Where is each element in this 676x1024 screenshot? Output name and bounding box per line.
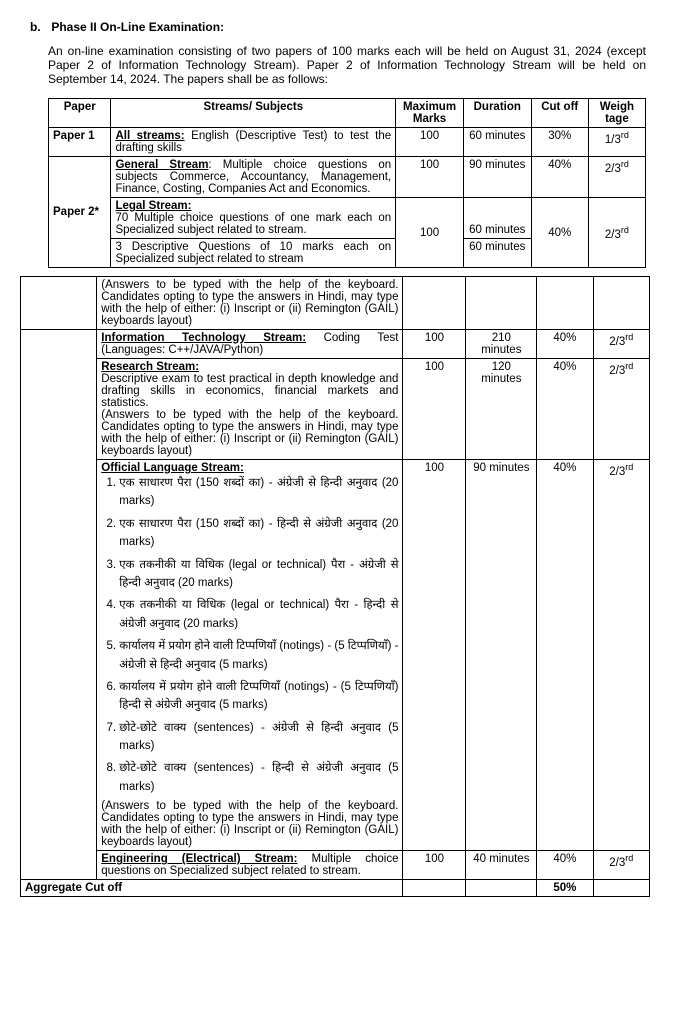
- legal-stream-1: Legal Stream: 70 Multiple choice questio…: [111, 198, 396, 239]
- table-row: Official Language Stream: एक साधारण पैरा…: [21, 460, 650, 851]
- legal-stream-2: 3 Descriptive Questions of 10 marks each…: [111, 239, 396, 268]
- official-language-stream: Official Language Stream: एक साधारण पैरा…: [97, 460, 403, 851]
- list-item: कार्यालय में प्रयोग होने वाली टिप्पणियाँ…: [119, 637, 398, 674]
- list-item: एक तकनीकी या विधिक (legal or technical) …: [119, 596, 398, 633]
- list-item: एक साधारण पैरा (150 शब्दों का) - हिन्दी …: [119, 515, 398, 552]
- table-row: Information Technology Stream: Coding Te…: [21, 330, 650, 359]
- paper2-label: Paper 2*: [49, 157, 111, 268]
- table-row: Paper 1 All streams: English (Descriptiv…: [49, 128, 646, 157]
- general-stream: General Stream: Multiple choice question…: [111, 157, 396, 198]
- exam-table-2: (Answers to be typed with the help of th…: [20, 276, 650, 897]
- table-row: Legal Stream: 70 Multiple choice questio…: [49, 198, 646, 239]
- table-row: (Answers to be typed with the help of th…: [21, 277, 650, 330]
- table-row: Engineering (Electrical) Stream: Multipl…: [21, 851, 650, 880]
- list-item: कार्यालय में प्रयोग होने वाली टिप्पणियाँ…: [119, 678, 398, 715]
- th-paper: Paper: [49, 99, 111, 128]
- legal-note: (Answers to be typed with the help of th…: [97, 277, 403, 330]
- list-item: एक तकनीकी या विधिक (legal or technical) …: [119, 556, 398, 593]
- aggregate-value: 50%: [537, 880, 593, 897]
- paper1-weight: 1/3rd: [588, 128, 645, 157]
- list-item: एक साधारण पैरा (150 शब्दों का) - अंग्रेज…: [119, 474, 398, 511]
- list-item: छोटे-छोटे वाक्य (sentences) - अंग्रेजी स…: [119, 719, 398, 756]
- paper1-cutoff: 30%: [531, 128, 588, 157]
- table-row-aggregate: Aggregate Cut off 50%: [21, 880, 650, 897]
- th-duration: Duration: [463, 99, 531, 128]
- heading-prefix: b.: [30, 20, 48, 34]
- th-cutoff: Cut off: [531, 99, 588, 128]
- research-stream: Research Stream: Descriptive exam to tes…: [97, 359, 403, 460]
- it-stream: Information Technology Stream: Coding Te…: [97, 330, 403, 359]
- th-marks: Maximum Marks: [396, 99, 464, 128]
- intro-paragraph: An on-line examination consisting of two…: [48, 44, 646, 86]
- th-weight: Weigh tage: [588, 99, 645, 128]
- list-item: छोटे-छोटे वाक्य (sentences) - हिन्दी से …: [119, 759, 398, 796]
- th-stream: Streams/ Subjects: [111, 99, 396, 128]
- section-heading: b. Phase II On-Line Examination:: [30, 20, 646, 34]
- heading-text: Phase II On-Line Examination:: [51, 20, 224, 34]
- aggregate-label: Aggregate Cut off: [21, 880, 403, 897]
- paper1-marks: 100: [396, 128, 464, 157]
- paper1-label: Paper 1: [49, 128, 111, 157]
- paper1-duration: 60 minutes: [463, 128, 531, 157]
- paper1-stream: All streams: English (Descriptive Test) …: [111, 128, 396, 157]
- table-row: Research Stream: Descriptive exam to tes…: [21, 359, 650, 460]
- engineering-stream: Engineering (Electrical) Stream: Multipl…: [97, 851, 403, 880]
- table-row: Paper 2* General Stream: Multiple choice…: [49, 157, 646, 198]
- exam-table-1: Paper Streams/ Subjects Maximum Marks Du…: [48, 98, 646, 268]
